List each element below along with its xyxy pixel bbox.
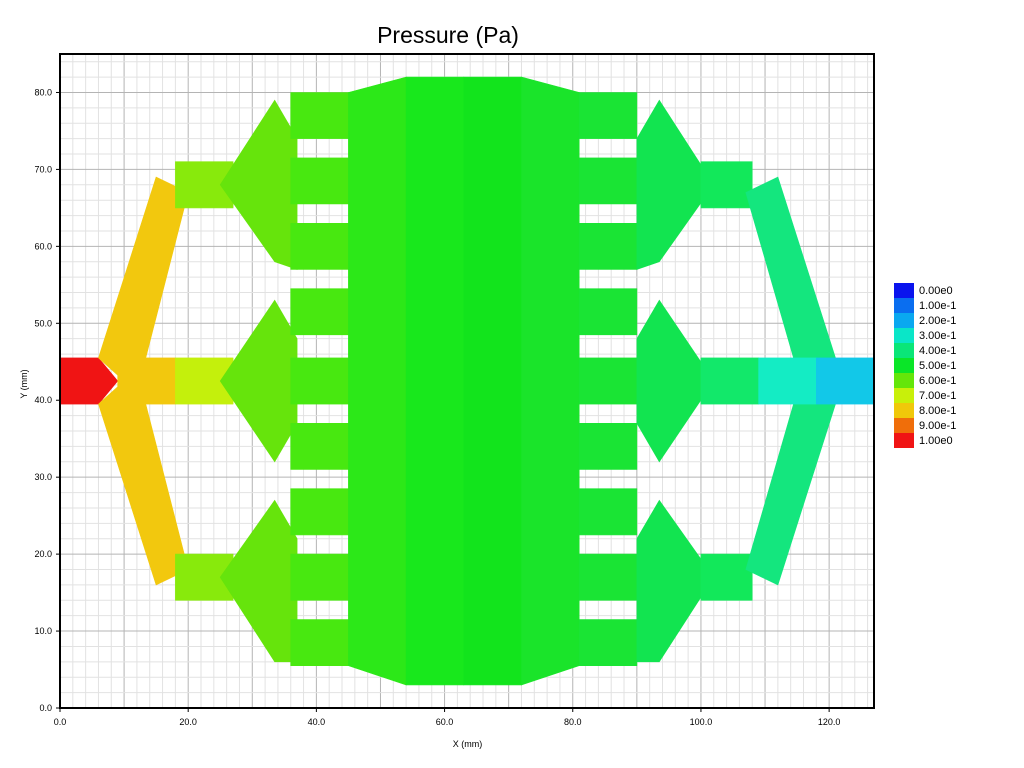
region-right-channel-4 <box>578 288 638 336</box>
region-left-channel-2 <box>290 157 349 205</box>
y-tick-label: 20.0 <box>34 549 52 559</box>
region-left-channel-7 <box>290 488 349 536</box>
region-center-chamber-right <box>463 76 522 686</box>
region-right-channel-3 <box>578 223 638 270</box>
region-left-mid-diamond <box>219 299 298 463</box>
x-tick-label: 60.0 <box>436 717 454 727</box>
legend-swatch <box>894 388 914 403</box>
y-tick-label: 10.0 <box>34 626 52 636</box>
legend-label: 5.00e-1 <box>919 360 956 372</box>
x-tick-label: 80.0 <box>564 717 582 727</box>
region-layer <box>59 76 875 686</box>
legend-label: 4.00e-1 <box>919 345 956 357</box>
x-tick-label: 0.0 <box>54 717 67 727</box>
legend-label: 1.00e-1 <box>919 300 956 312</box>
region-right-channel-6 <box>578 422 638 470</box>
region-right-bot-branch <box>700 553 753 601</box>
region-right-channel-5 <box>578 357 638 405</box>
region-right-top-branch <box>700 161 753 209</box>
y-tick-label: 0.0 <box>39 703 52 713</box>
legend-swatch <box>894 343 914 358</box>
region-center-chamber-left <box>405 76 465 686</box>
legend-label: 8.00e-1 <box>919 405 956 417</box>
y-tick-label: 50.0 <box>34 318 52 328</box>
legend-label: 0.00e0 <box>919 285 953 297</box>
legend-swatch <box>894 298 914 313</box>
legend-swatch <box>894 313 914 328</box>
region-right-channel-2 <box>578 157 638 205</box>
legend-swatch <box>894 283 914 298</box>
region-right-funnel <box>521 76 580 686</box>
x-tick-label: 20.0 <box>179 717 197 727</box>
x-tick-label: 100.0 <box>690 717 713 727</box>
legend-swatch <box>894 373 914 388</box>
legend-label: 1.00e0 <box>919 435 953 447</box>
y-tick-label: 80.0 <box>34 87 52 97</box>
region-left-channel-6 <box>290 422 349 470</box>
region-left-channel-9 <box>290 619 349 667</box>
region-right-mid-branch <box>700 357 759 405</box>
legend-label: 7.00e-1 <box>919 390 956 402</box>
region-left-channel-8 <box>290 553 349 601</box>
legend-swatch <box>894 358 914 373</box>
region-right-channel-7 <box>578 488 638 536</box>
legend-swatch <box>894 418 914 433</box>
region-right-bot-diamond <box>636 499 715 663</box>
plot-frame <box>59 53 875 709</box>
region-left-channel-3 <box>290 223 349 270</box>
region-left-bot-branch <box>175 553 234 601</box>
legend-label: 9.00e-1 <box>919 420 956 432</box>
chart-title: Pressure (Pa) <box>377 22 519 48</box>
y-tick-label: 40.0 <box>34 395 52 405</box>
region-left-mid-branch <box>175 357 234 405</box>
x-tick-label: 40.0 <box>308 717 326 727</box>
region-left-channel-1 <box>290 92 349 139</box>
region-right-channel-1 <box>578 92 638 139</box>
region-left-bot-diamond <box>219 499 298 663</box>
region-left-channel-4 <box>290 288 349 336</box>
legend-label: 2.00e-1 <box>919 315 956 327</box>
region-left-channel-5 <box>290 357 349 405</box>
region-left-funnel <box>348 76 407 686</box>
region-right-mid-stub <box>758 357 817 405</box>
legend-label: 3.00e-1 <box>919 330 956 342</box>
y-tick-label: 30.0 <box>34 472 52 482</box>
legend: 0.00e0 1.00e-1 2.00e-1 3.00e-1 4.00e-1 5.00e-… <box>894 283 956 448</box>
region-outlet <box>815 357 875 405</box>
y-axis-label: Y (mm) <box>19 369 29 399</box>
x-axis-label: X (mm) <box>452 739 483 749</box>
region-left-mid-stub <box>117 357 176 405</box>
legend-label: 6.00e-1 <box>919 375 956 387</box>
region-right-top-diamond <box>636 99 715 270</box>
region-left-top-diamond <box>219 99 298 270</box>
legend-swatch <box>894 403 914 418</box>
legend-swatch <box>894 433 914 448</box>
y-tick-label: 60.0 <box>34 241 52 251</box>
tick-layer: 0.0 20.0 40.0 60.0 80.0 100.0 120.0 0.0 10.0 20.0… <box>34 87 840 727</box>
x-tick-label: 120.0 <box>818 717 841 727</box>
region-right-channel-8 <box>578 553 638 601</box>
region-left-top-branch <box>175 161 234 209</box>
y-tick-label: 70.0 <box>34 164 52 174</box>
legend-swatch <box>894 328 914 343</box>
region-right-mid-diamond <box>636 299 715 463</box>
region-right-channel-9 <box>578 619 638 667</box>
